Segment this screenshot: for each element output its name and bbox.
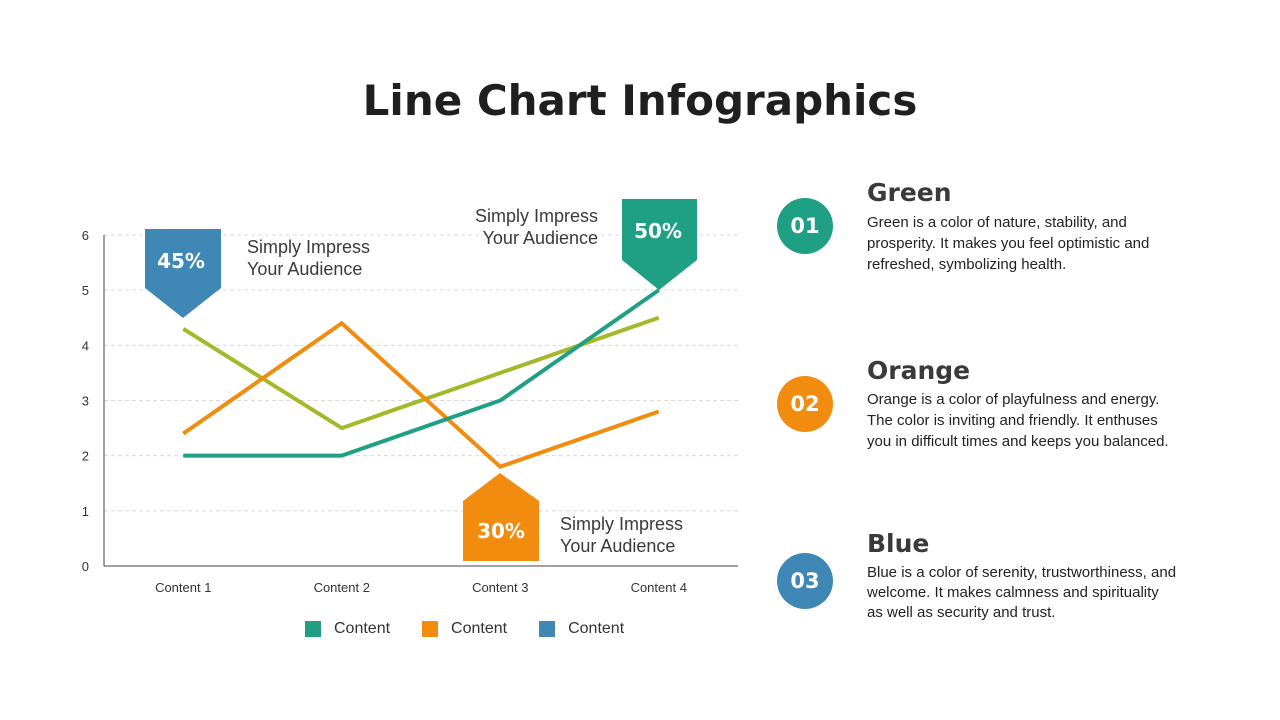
legend-label-green: Content — [334, 620, 391, 637]
info-desc-line: you in difficult times and keeps you bal… — [867, 433, 1169, 450]
series-line-orange — [182, 320, 660, 469]
page-title: Line Chart Infographics — [362, 76, 918, 125]
y-tick-label: 3 — [82, 394, 89, 409]
legend-label-orange: Content — [451, 620, 508, 637]
line-chart: 0 1 2 3 4 5 6 Content 1 Content 2 Content 3 Conten… — [82, 199, 738, 595]
info-title-orange: Orange — [867, 356, 971, 385]
number-badge-green: 01 — [777, 198, 833, 254]
y-tick-label: 0 — [82, 559, 89, 574]
callout-30-marker — [463, 473, 539, 561]
y-tick-label: 2 — [82, 449, 89, 464]
info-desc-line: Blue is a color of serenity, trustworthi… — [867, 564, 1177, 581]
callout-50-text-line2: Your Audience — [483, 228, 598, 248]
info-desc-line: Green is a color of nature, stability, a… — [867, 214, 1127, 231]
callout-30-text-line1: Simply Impress — [560, 514, 683, 534]
info-title-blue: Blue — [867, 529, 930, 558]
info-desc-line: The color is inviting and friendly. It e… — [867, 412, 1158, 429]
info-desc-blue: Blue is a color of serenity, trustworthi… — [867, 563, 1207, 623]
info-item-green: 01 Green Green is a color of nature, sta… — [777, 178, 1217, 280]
y-tick-label: 5 — [82, 283, 89, 298]
x-tick-label: Content 1 — [155, 580, 211, 595]
x-tick-label: Content 4 — [631, 580, 687, 595]
legend-label-blue: Content — [568, 620, 625, 637]
callout-50-value: 50% — [634, 219, 682, 243]
chart-legend: Content Content Content — [305, 620, 624, 638]
callout-45-text-line2: Your Audience — [247, 259, 362, 279]
info-desc-line: refreshed, symbolizing health. — [867, 256, 1067, 273]
x-tick-label: Content 2 — [314, 580, 370, 595]
callout-45-value: 45% — [157, 249, 205, 273]
info-desc-line: Orange is a color of playfulness and ene… — [867, 391, 1160, 408]
callout-45-marker — [145, 229, 221, 318]
callout-30-value: 30% — [477, 519, 525, 543]
callout-30-text-line2: Your Audience — [560, 536, 675, 556]
info-item-orange: 02 Orange Orange is a color of playfulne… — [777, 356, 1217, 458]
legend-item-orange: Content — [422, 620, 507, 638]
number-badge-blue: 03 — [777, 553, 833, 609]
legend-item-green: Content — [305, 620, 390, 638]
series-line-olive — [182, 315, 660, 431]
legend-swatch-orange — [422, 621, 439, 637]
info-desc-orange: Orange is a color of playfulness and ene… — [867, 389, 1207, 452]
y-tick-label: 4 — [82, 338, 89, 353]
callout-50-text-line1: Simply Impress — [475, 206, 598, 226]
legend-swatch-green — [305, 621, 321, 637]
info-desc-green: Green is a color of nature, stability, a… — [867, 212, 1207, 275]
y-tick-label: 1 — [82, 504, 89, 519]
info-desc-line: prosperity. It makes you feel optimistic… — [867, 235, 1150, 252]
info-item-blue: 03 Blue Blue is a color of serenity, tru… — [777, 529, 1217, 631]
callout-45-text-line1: Simply Impress — [247, 237, 370, 257]
series-line-green — [183, 288, 660, 458]
info-title-green: Green — [867, 178, 952, 207]
info-desc-line: welcome. It makes calmness and spiritual… — [867, 584, 1159, 601]
number-badge-orange: 02 — [777, 376, 833, 432]
x-tick-label: Content 3 — [472, 580, 528, 595]
y-tick-label: 6 — [82, 228, 89, 243]
callout-50-marker — [622, 199, 697, 290]
legend-swatch-blue — [539, 621, 556, 637]
legend-item-blue: Content — [539, 620, 624, 638]
info-desc-line: as well as security and trust. — [867, 604, 1056, 621]
